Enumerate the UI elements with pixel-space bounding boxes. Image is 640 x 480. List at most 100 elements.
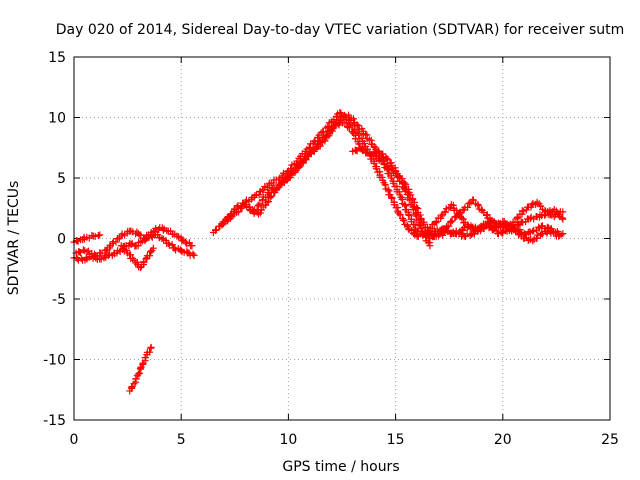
data-point-track-j bbox=[474, 201, 482, 209]
data-series bbox=[70, 109, 567, 395]
y-tick-label: -5 bbox=[52, 292, 66, 308]
x-tick-label: 5 bbox=[177, 432, 186, 448]
data-point-track-h bbox=[321, 137, 329, 145]
grid-lines bbox=[74, 57, 610, 420]
data-point-track-e bbox=[132, 375, 140, 383]
data-point-track-j bbox=[559, 230, 567, 238]
data-point-track-c bbox=[112, 238, 120, 246]
data-point-track-f bbox=[449, 201, 457, 209]
data-point-track-f bbox=[396, 211, 404, 219]
y-tick-label: -15 bbox=[43, 413, 66, 429]
x-tick-label: 0 bbox=[70, 432, 79, 448]
data-point-track-f bbox=[384, 186, 392, 194]
data-point-track-g bbox=[354, 122, 362, 130]
data-point-track-g bbox=[463, 223, 471, 231]
data-point-track-f bbox=[387, 193, 395, 201]
data-point-track-f bbox=[259, 186, 267, 194]
data-point-track-g bbox=[558, 214, 566, 222]
data-point-track-h bbox=[298, 157, 306, 165]
plot-frame bbox=[73, 56, 611, 421]
data-point-track-g bbox=[254, 201, 262, 209]
data-point-track-c bbox=[109, 239, 117, 247]
data-point-track-c bbox=[75, 248, 83, 256]
y-tick-label: 5 bbox=[57, 171, 66, 187]
data-point-track-g bbox=[404, 210, 412, 218]
data-point-track-i bbox=[352, 146, 360, 154]
data-point-track-g bbox=[541, 211, 549, 219]
data-point-track-g bbox=[405, 211, 413, 219]
data-point-track-j bbox=[464, 203, 472, 211]
data-point-track-i bbox=[392, 167, 400, 175]
data-point-track-i bbox=[412, 212, 420, 220]
x-tick-label: 15 bbox=[387, 432, 405, 448]
chart-title: Day 020 of 2014, Sidereal Day-to-day VTE… bbox=[56, 22, 625, 38]
data-point-track-g bbox=[559, 215, 567, 223]
data-point-track-b bbox=[177, 247, 185, 255]
data-point-track-i bbox=[416, 222, 424, 230]
data-point-track-c bbox=[181, 238, 189, 246]
data-point-track-h bbox=[284, 175, 292, 183]
data-point-track-h bbox=[342, 119, 350, 127]
data-point-track-h bbox=[302, 156, 310, 164]
data-point-track-f bbox=[378, 173, 386, 181]
data-point-track-b bbox=[158, 235, 166, 242]
y-tick-labels: -15 -10 -5 0 5 10 15 bbox=[43, 50, 66, 429]
data-point-track-j bbox=[465, 199, 473, 207]
data-point-track-e bbox=[135, 369, 143, 377]
x-tick-labels: 0 5 10 15 20 25 bbox=[70, 432, 619, 448]
data-point-track-e bbox=[130, 380, 138, 388]
data-point-track-e bbox=[141, 354, 149, 362]
data-point-track-d bbox=[149, 244, 157, 252]
data-point-track-i bbox=[410, 206, 418, 214]
y-tick-label: 15 bbox=[48, 50, 66, 66]
data-point-track-b bbox=[168, 241, 176, 249]
data-point-track-d bbox=[142, 255, 150, 263]
data-point-track-j bbox=[557, 231, 565, 239]
data-point-track-h bbox=[345, 124, 353, 132]
y-tick-label: 0 bbox=[57, 232, 66, 248]
data-point-track-f bbox=[372, 165, 380, 173]
data-point-track-c bbox=[188, 242, 196, 250]
x-axis-label: GPS time / hours bbox=[282, 459, 399, 475]
data-point-track-d bbox=[146, 252, 154, 260]
data-point-track-f bbox=[388, 194, 396, 202]
data-point-track-h bbox=[272, 186, 280, 194]
data-point-track-g bbox=[353, 121, 361, 129]
data-point-track-f bbox=[251, 191, 259, 199]
data-point-track-f bbox=[452, 206, 460, 214]
data-point-track-h bbox=[280, 176, 288, 184]
data-point-track-h bbox=[529, 227, 537, 235]
data-point-track-h bbox=[328, 127, 336, 135]
data-point-track-h bbox=[248, 206, 256, 214]
data-point-track-b bbox=[189, 250, 197, 258]
data-point-track-f bbox=[437, 212, 445, 220]
data-point-track-j bbox=[447, 218, 455, 226]
data-point-track-c bbox=[178, 237, 186, 245]
y-axis-label: SDTVAR / TECUs bbox=[6, 181, 22, 296]
data-point-track-f bbox=[400, 216, 408, 224]
data-point-track-f bbox=[255, 191, 263, 199]
data-point-track-i bbox=[426, 242, 434, 250]
data-point-track-g bbox=[350, 115, 358, 123]
data-point-track-f bbox=[458, 214, 466, 222]
data-point-track-e bbox=[147, 343, 155, 351]
data-point-track-h bbox=[266, 193, 274, 201]
data-point-track-h bbox=[355, 140, 363, 148]
data-point-track-j bbox=[448, 217, 456, 225]
data-point-track-a bbox=[96, 231, 104, 239]
data-point-track-h bbox=[264, 198, 272, 206]
data-point-track-f bbox=[441, 208, 449, 216]
data-point-track-g bbox=[395, 188, 403, 196]
data-point-track-c bbox=[173, 232, 181, 240]
x-tick-label: 10 bbox=[279, 432, 297, 448]
data-point-track-h bbox=[544, 224, 552, 232]
data-point-track-b bbox=[127, 240, 135, 248]
data-point-track-f bbox=[432, 217, 440, 225]
y-tick-label: -10 bbox=[43, 353, 66, 369]
data-point-track-i bbox=[356, 144, 364, 152]
data-point-track-h bbox=[267, 192, 275, 200]
data-point-track-b bbox=[82, 254, 90, 262]
data-point-track-e bbox=[136, 364, 144, 372]
data-point-track-a bbox=[91, 232, 99, 240]
